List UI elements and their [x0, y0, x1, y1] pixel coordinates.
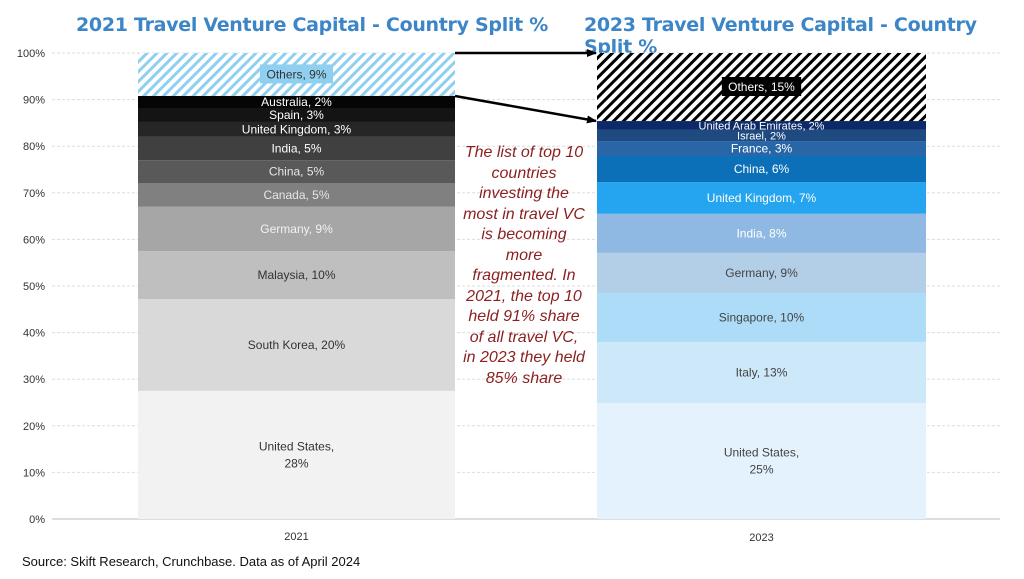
data-label: United States, [724, 445, 799, 459]
x-tick-label: 2021 [284, 531, 308, 543]
data-label: China, 6% [734, 162, 790, 176]
data-label: United Kingdom, 3% [242, 122, 352, 136]
data-label: India, 5% [271, 142, 321, 156]
bar-segment [597, 129, 926, 142]
bar-segment [138, 160, 455, 184]
x-tick-label: 2023 [749, 532, 773, 544]
bar-segment [138, 121, 455, 137]
bar-segment [597, 182, 926, 214]
data-label: United States, [259, 439, 334, 453]
y-tick-label: 60% [23, 234, 45, 246]
y-tick-label: 70% [23, 188, 45, 200]
bar-segment [597, 121, 926, 130]
data-label: Others, 15% [728, 80, 795, 94]
arrow-top10 [454, 94, 597, 124]
bar-segment [138, 107, 455, 122]
y-tick-label: 0% [29, 514, 45, 526]
bar-segment [597, 252, 926, 293]
data-label: Others, 9% [266, 67, 326, 81]
annotation-text: The list of top 10 countries investing t… [463, 144, 585, 387]
bar-segment [138, 136, 455, 161]
y-tick-label: 30% [23, 374, 45, 386]
data-label: 28% [284, 456, 308, 470]
y-tick-label: 40% [23, 328, 45, 340]
data-label: United Arab Emirates, 2% [699, 120, 825, 132]
label-background [260, 64, 333, 84]
data-label: 25% [749, 462, 773, 476]
data-label: Australia, 2% [261, 95, 332, 109]
data-label: Malaysia, 10% [257, 268, 335, 282]
y-tick-label: 10% [23, 467, 45, 479]
bar-segment [597, 402, 926, 519]
bar-segment [597, 292, 926, 342]
bar-segment [138, 299, 455, 391]
left-chart-title: 2021 Travel Venture Capital - Country Sp… [76, 14, 548, 36]
bar-segment [138, 390, 455, 519]
bar-segment [138, 183, 455, 207]
y-tick-label: 90% [23, 95, 45, 107]
y-tick-label: 20% [23, 421, 45, 433]
data-label: China, 5% [269, 165, 325, 179]
label-background [721, 77, 802, 97]
data-label: United Kingdom, 7% [707, 191, 817, 205]
data-label: South Korea, 20% [248, 338, 346, 352]
y-tick-label: 100% [17, 48, 45, 60]
y-tick-label: 80% [23, 141, 45, 153]
source-note: Source: Skift Research, Crunchbase. Data… [22, 554, 361, 569]
data-label: Germany, 9% [725, 266, 798, 280]
data-label: Germany, 9% [260, 222, 333, 236]
data-label: India, 8% [736, 226, 786, 240]
data-label: Spain, 3% [269, 108, 324, 122]
data-label: Italy, 13% [736, 365, 788, 379]
data-label: Israel, 2% [737, 130, 786, 142]
bar-segment [597, 341, 926, 403]
bar-segment [597, 141, 926, 156]
bar-segment [138, 251, 455, 300]
bar-segment [138, 95, 455, 108]
bar-segment [138, 206, 455, 252]
data-label: Canada, 5% [263, 188, 329, 202]
bar-segment [597, 155, 926, 183]
bar-segment [597, 213, 926, 253]
y-tick-label: 50% [23, 281, 45, 293]
data-label: Singapore, 10% [719, 310, 805, 324]
data-label: France, 3% [731, 142, 793, 156]
